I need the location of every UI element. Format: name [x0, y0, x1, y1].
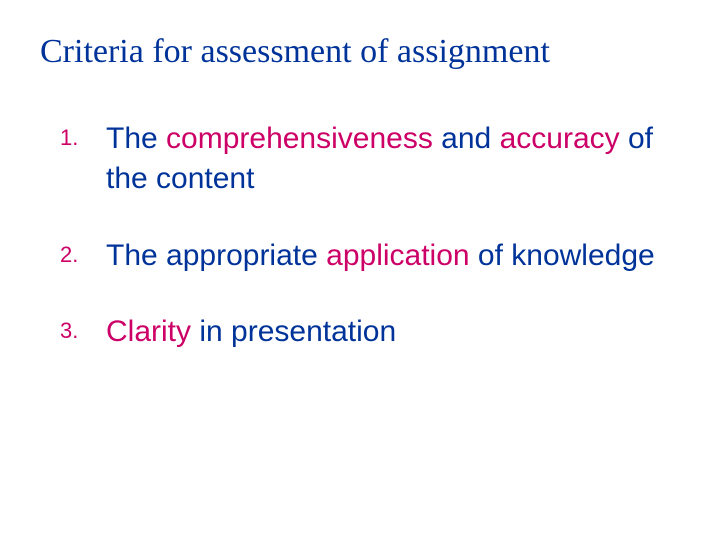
list-number: 3. [60, 312, 106, 344]
text-segment: The [106, 122, 166, 155]
highlight-word: Clarity [106, 315, 191, 348]
criteria-list: 1.The comprehensiveness and accuracy of … [60, 119, 680, 353]
list-text: The appropriate application of knowledge [106, 236, 655, 277]
list-text: Clarity in presentation [106, 312, 396, 353]
highlight-word: application [326, 239, 469, 272]
list-number: 2. [60, 236, 106, 268]
slide-title: Criteria for assessment of assignment [40, 32, 680, 73]
list-text: The comprehensiveness and accuracy of th… [106, 119, 680, 200]
text-segment: in presentation [191, 315, 396, 348]
list-number: 1. [60, 119, 106, 151]
highlight-word: comprehensiveness [166, 122, 433, 155]
list-item: 1.The comprehensiveness and accuracy of … [60, 119, 680, 200]
list-item: 2.The appropriate application of knowled… [60, 236, 680, 277]
slide: Criteria for assessment of assignment 1.… [0, 0, 720, 540]
text-segment: and [433, 122, 500, 155]
list-item: 3.Clarity in presentation [60, 312, 680, 353]
highlight-word: accuracy [500, 122, 620, 155]
text-segment: The appropriate [106, 239, 326, 272]
text-segment: of knowledge [470, 239, 655, 272]
